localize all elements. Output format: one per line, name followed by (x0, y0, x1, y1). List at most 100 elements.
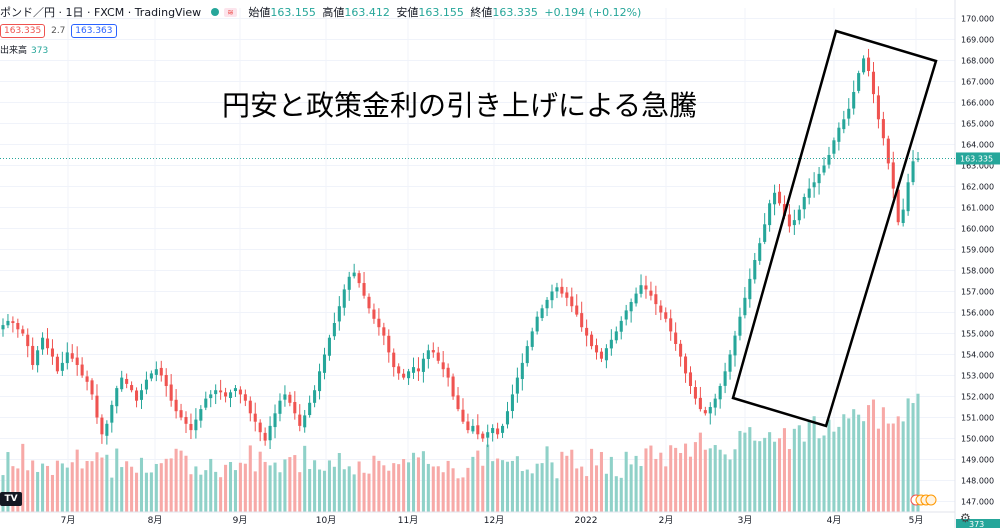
candle-body (847, 108, 851, 119)
candle-body (590, 334, 594, 347)
volume-bar (80, 468, 84, 512)
y-tick-label: 147.000 (961, 498, 994, 507)
candle-body (679, 343, 683, 357)
change-value: +0.194 (+0.12%) (544, 5, 642, 19)
candle-body (782, 204, 786, 216)
volume-bar (471, 456, 475, 512)
volume-bar (832, 431, 836, 512)
candle-body (748, 278, 752, 300)
last-price-badge (956, 152, 1000, 165)
volume-bar (65, 467, 69, 512)
candle-body (802, 197, 806, 210)
volume-bar (654, 458, 658, 512)
volume-bar (362, 472, 366, 512)
volume-bar (416, 457, 420, 512)
candle-body (273, 413, 277, 428)
volume-bar (639, 466, 643, 512)
volume-badge-text: 373 (969, 520, 984, 528)
candle-body (70, 353, 74, 359)
candle-body (298, 414, 302, 426)
x-tick-label: 8月 (148, 515, 163, 526)
candle-body (367, 296, 371, 309)
volume-bar (258, 451, 262, 512)
x-tick-label: 5月 (909, 515, 924, 526)
candle-body (283, 394, 287, 400)
gear-icon[interactable]: ⚙ (960, 511, 971, 525)
volume-bar (669, 445, 673, 512)
volume-bar (748, 427, 752, 512)
volume-bar (149, 472, 153, 512)
volume-bar (318, 469, 322, 512)
volume-bar (659, 452, 663, 512)
x-tick-label: 7月 (61, 515, 76, 526)
volume-bar (446, 460, 450, 512)
candle-body (634, 293, 638, 304)
y-tick-label: 158.000 (961, 267, 994, 276)
candle-body (901, 209, 905, 224)
volume-bar (90, 461, 94, 512)
tradingview-logo-icon[interactable]: TV (0, 492, 22, 506)
volume-bar (451, 468, 455, 512)
candle-body (382, 327, 386, 336)
volume-bar (718, 449, 722, 512)
candle-body (545, 299, 549, 309)
candle-body (619, 320, 623, 332)
candle-body (481, 433, 485, 439)
candle-body (174, 399, 178, 412)
volume-bar (871, 399, 876, 512)
candle-body (26, 334, 30, 347)
volume-bar (11, 466, 15, 512)
y-tick-label: 154.000 (961, 351, 994, 360)
candle-body (688, 372, 693, 386)
sell-button[interactable]: 163.335 (0, 24, 46, 38)
volume-bar (624, 451, 628, 512)
last-price-label: 163.335 373 (910, 152, 1000, 528)
candle-body (169, 384, 173, 401)
candle-body (189, 423, 193, 431)
volume-bar (194, 466, 198, 512)
buy-button[interactable]: 163.363 (71, 24, 117, 38)
volume-bar (916, 393, 920, 512)
candle-body (125, 378, 129, 384)
low-value: 163.155 (418, 5, 464, 19)
x-tick-label: 4月 (827, 515, 842, 526)
candle-body (288, 394, 292, 403)
volume-bar (273, 462, 277, 512)
volume-bar (852, 409, 856, 512)
high-value: 163.412 (344, 5, 390, 19)
candle-body (308, 402, 312, 416)
highlight-channel (731, 29, 938, 428)
volume-bar (565, 455, 569, 512)
volume-bar (332, 466, 336, 512)
volume-bar (847, 418, 851, 512)
candle-body (886, 138, 890, 164)
grid-lines (0, 8, 955, 512)
volume-bar (590, 448, 594, 512)
volume-bar (377, 460, 381, 512)
candle-body (604, 348, 608, 361)
candle-body (624, 310, 628, 320)
x-tick-label: 2月 (659, 515, 674, 526)
volume-bar (486, 444, 490, 512)
volume-bar (347, 466, 351, 512)
low-label: 安値 (396, 6, 419, 19)
volume-bar (21, 443, 25, 512)
volume-bar (807, 420, 811, 512)
volume-bar (466, 467, 470, 512)
volume-bar (293, 455, 297, 512)
candle-body (224, 392, 228, 397)
candle-body (515, 377, 519, 394)
candle-body (11, 321, 15, 323)
candle-body (342, 289, 346, 308)
trade-buttons: 163.335 2.7 163.363 (0, 24, 120, 38)
volume-bar (224, 464, 228, 512)
candle-body (120, 377, 124, 390)
volume-bar (421, 451, 425, 512)
volume-bar (199, 474, 203, 512)
candle-body (436, 352, 440, 361)
candle-body (773, 192, 777, 205)
volume-bar (50, 474, 54, 512)
candle-body (357, 273, 361, 284)
candle-body (392, 352, 396, 368)
